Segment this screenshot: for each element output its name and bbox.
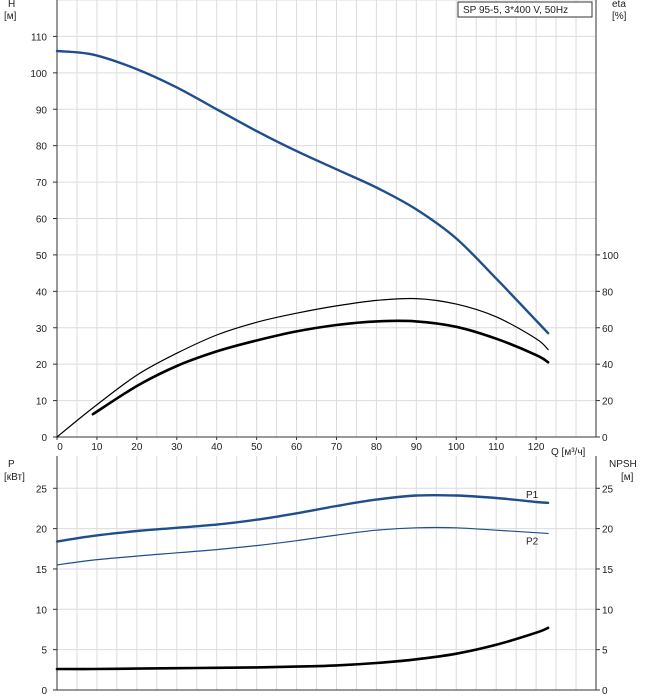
bottom-y-right-tick-label: 20 — [602, 525, 614, 536]
x-tick-label: 10 — [91, 442, 103, 453]
bottom-y-left-label-line2: [кВт] — [4, 472, 25, 483]
power-curve-p1 — [55, 493, 550, 543]
bottom-y-right-label-line2: [м] — [621, 472, 634, 483]
top-y-left-tick-label: 110 — [31, 32, 47, 43]
top-y-right-tick-label: 40 — [602, 360, 614, 371]
x-tick-label: 40 — [211, 442, 223, 453]
bottom-y-left-tick-label: 15 — [36, 565, 48, 576]
top-y-left-tick-label: 90 — [36, 105, 48, 116]
bottom-y-left-label-line1: P — [8, 459, 15, 470]
x-tick-label: 20 — [131, 442, 143, 453]
top-y-left-tick-label: 80 — [36, 142, 48, 153]
top-y-left-tick-label: 70 — [36, 178, 48, 189]
top-y-right-label-line2: [%] — [612, 11, 627, 22]
x-tick-label: 70 — [331, 442, 343, 453]
bottom-y-right-tick-label: 25 — [602, 484, 614, 495]
top-y-right-tick-label: 80 — [602, 287, 614, 298]
grid — [56, 0, 597, 691]
power-curve-p2 — [56, 526, 549, 566]
top-y-left-tick-label: 10 — [36, 397, 48, 408]
efficiency-curve-thin — [56, 297, 549, 438]
top-y-left-tick-label: 30 — [36, 324, 48, 335]
bottom-y-left-tick-label: 0 — [41, 686, 47, 697]
top-y-right-tick-label: 60 — [602, 324, 614, 335]
top-y-left-tick-label: 40 — [36, 287, 48, 298]
x-tick-label: 120 — [528, 442, 545, 453]
efficiency-curve-bold — [91, 319, 550, 416]
top-y-left-tick-label: 60 — [36, 215, 48, 226]
top-y-right-tick-label: 0 — [602, 433, 608, 444]
top-y-right-tick-label: 100 — [602, 251, 619, 262]
top-y-left-tick-label: 20 — [36, 360, 48, 371]
series-label-p1: P1 — [526, 490, 539, 501]
bottom-y-right-tick-label: 5 — [602, 646, 608, 657]
legend-text: SP 95-5, 3*400 V, 50Hz — [463, 5, 568, 16]
bottom-y-left-tick-label: 10 — [36, 605, 48, 616]
legend-box — [457, 1, 593, 18]
top-y-left-tick-label: 0 — [41, 433, 47, 444]
bottom-y-right-label-line1: NPSH — [609, 459, 637, 470]
top-x-label: Q [м³/ч] — [551, 447, 586, 458]
x-tick-label: 60 — [291, 442, 303, 453]
bottom-y-right-tick-label: 15 — [602, 565, 614, 576]
bottom-y-right-tick-label: 0 — [602, 686, 608, 697]
top-y-left-tick-label: 100 — [30, 69, 47, 80]
tick-labels: 0 10 20 30 40 50 60 70 80 90 100 110 120010203040506… — [30, 32, 619, 697]
x-tick-label: 80 — [371, 442, 383, 453]
top-y-right-tick-label: 20 — [602, 397, 614, 408]
axis-labels: H [м] eta [%] Q [м³/ч] P [кВт] NPSH [м] — [4, 0, 637, 483]
x-tick-label: 0 — [57, 442, 63, 453]
x-tick-label: 110 — [488, 442, 504, 453]
series-lines: P1 P2 — [55, 49, 550, 671]
bottom-y-left-tick-label: 20 — [36, 525, 48, 536]
x-tick-label: 30 — [171, 442, 183, 453]
x-tick-label: 90 — [411, 442, 423, 453]
axes — [53, 0, 600, 691]
bottom-y-right-tick-label: 10 — [602, 605, 614, 616]
top-y-left-label-line2: [м] — [4, 11, 17, 22]
head-curve — [55, 49, 550, 335]
x-tick-label: 100 — [448, 442, 465, 453]
top-y-left-label-line1: H — [8, 0, 15, 10]
npsh-curve — [55, 626, 550, 671]
top-y-left-tick-label: 50 — [36, 251, 48, 262]
legend: SP 95-5, 3*400 V, 50Hz — [457, 1, 593, 18]
x-tick-label: 50 — [251, 442, 263, 453]
bottom-y-left-tick-label: 5 — [41, 646, 47, 657]
series-label-p2: P2 — [526, 536, 539, 547]
bottom-y-left-tick-label: 25 — [36, 484, 48, 495]
top-y-right-label-line1: eta — [612, 0, 626, 10]
